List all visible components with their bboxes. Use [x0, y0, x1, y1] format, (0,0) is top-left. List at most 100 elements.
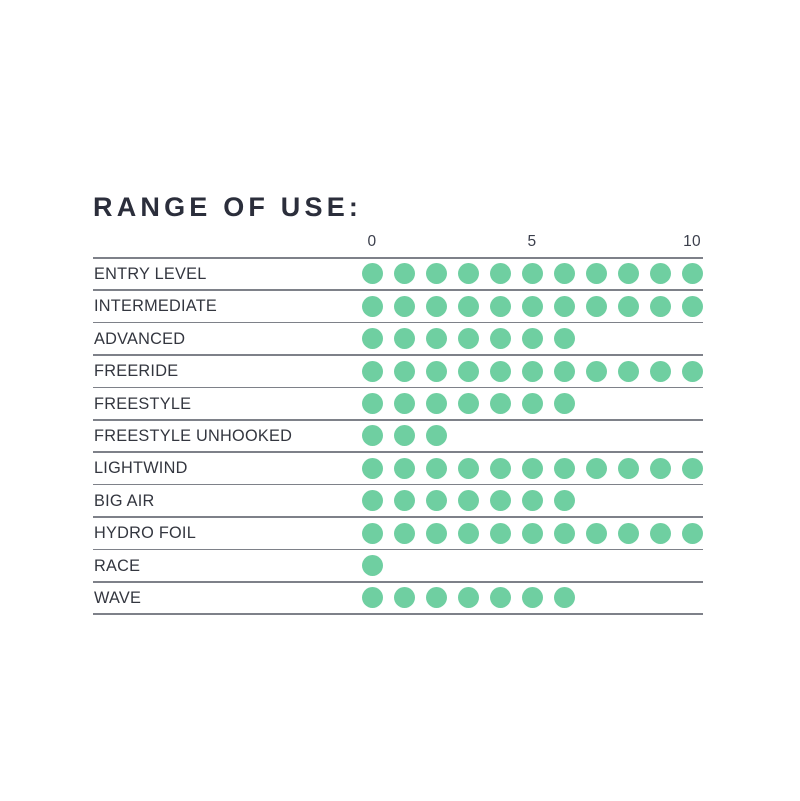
axis-scale: 0 5 10 [93, 232, 703, 254]
rating-dot [553, 328, 575, 350]
row-label: FREESTYLE [94, 394, 192, 413]
rating-dot [393, 263, 415, 285]
rating-dot [521, 393, 543, 415]
rating-dot [489, 393, 511, 415]
rating-dot [585, 295, 607, 317]
row-divider [93, 483, 703, 486]
rating-dots [93, 518, 703, 549]
rating-dot [681, 360, 703, 382]
rating-dot [457, 263, 479, 285]
table-row: FREESTYLE UNHOOKED [93, 421, 703, 452]
rating-dots [93, 388, 703, 419]
rating-dot [393, 490, 415, 512]
rating-dot [681, 457, 703, 479]
rating-dots [93, 356, 703, 387]
rating-dot [649, 360, 671, 382]
rating-dot [425, 425, 447, 447]
rating-dot [393, 393, 415, 415]
row-label: WAVE [94, 588, 142, 607]
rating-dot [361, 425, 383, 447]
row-label: FREERIDE [94, 362, 179, 381]
rating-dot [361, 490, 383, 512]
rating-dot [489, 263, 511, 285]
row-label: HYDRO FOIL [94, 524, 197, 543]
rating-dot [489, 295, 511, 317]
row-divider [93, 257, 703, 259]
row-divider [93, 580, 703, 583]
rating-dots [93, 323, 703, 354]
table-row: FREERIDE [93, 356, 703, 387]
rating-dot [553, 490, 575, 512]
rating-dot [617, 522, 639, 544]
rating-dot [425, 328, 447, 350]
rating-dot [393, 295, 415, 317]
rating-dot [521, 490, 543, 512]
rating-dots [93, 583, 703, 614]
table-row: INTERMEDIATE [93, 291, 703, 322]
rating-dot [361, 295, 383, 317]
rating-dots [93, 421, 703, 452]
rating-dot [521, 263, 543, 285]
rating-dot [457, 587, 479, 609]
rating-dot [393, 522, 415, 544]
rating-dot [361, 328, 383, 350]
rating-dot [521, 295, 543, 317]
table-row: WAVE [93, 583, 703, 614]
rating-dot [361, 263, 383, 285]
axis-tick-10: 10 [683, 233, 701, 250]
rating-dots [93, 259, 703, 290]
rating-rows: ENTRY LEVEL INTERMEDIATE ADVANCED FREERIDE F… [93, 257, 703, 615]
row-label: RACE [94, 556, 141, 575]
rating-dot [489, 490, 511, 512]
rating-dot [521, 328, 543, 350]
rating-dot [425, 393, 447, 415]
rating-dot [553, 393, 575, 415]
rating-dot [553, 522, 575, 544]
row-divider [93, 516, 703, 518]
row-divider [93, 451, 703, 453]
row-divider [93, 386, 703, 389]
rating-dot [489, 360, 511, 382]
row-divider [93, 289, 703, 291]
rating-dots [93, 550, 703, 581]
rating-dot [425, 522, 447, 544]
rating-dot [393, 425, 415, 447]
rating-dot [361, 360, 383, 382]
rating-dot [489, 587, 511, 609]
rating-dot [489, 328, 511, 350]
row-label: FREESTYLE UNHOOKED [94, 426, 293, 445]
axis-tick-5: 5 [527, 233, 537, 250]
rating-dot [681, 263, 703, 285]
row-divider [93, 548, 703, 551]
row-label: ADVANCED [94, 329, 186, 348]
rating-dot [457, 360, 479, 382]
rating-dot [393, 587, 415, 609]
rating-dot [521, 457, 543, 479]
rating-dot [425, 295, 447, 317]
rating-dot [457, 522, 479, 544]
rating-dot [553, 263, 575, 285]
rating-dot [585, 457, 607, 479]
rating-dot [393, 457, 415, 479]
rating-dot [425, 490, 447, 512]
rating-dot [393, 328, 415, 350]
rating-dot [617, 295, 639, 317]
rating-dot [457, 295, 479, 317]
rating-dot [361, 457, 383, 479]
rating-dot [585, 263, 607, 285]
rating-dot [649, 457, 671, 479]
rating-dot [361, 393, 383, 415]
rating-dot [457, 393, 479, 415]
rating-dot [585, 360, 607, 382]
rating-dot [361, 522, 383, 544]
rating-dots [93, 453, 703, 484]
rating-dot [681, 295, 703, 317]
row-divider [93, 321, 703, 324]
rating-dot [489, 457, 511, 479]
rating-dot [649, 295, 671, 317]
rating-dot [425, 587, 447, 609]
rating-dot [649, 263, 671, 285]
rating-dot [553, 295, 575, 317]
row-divider [93, 613, 703, 615]
